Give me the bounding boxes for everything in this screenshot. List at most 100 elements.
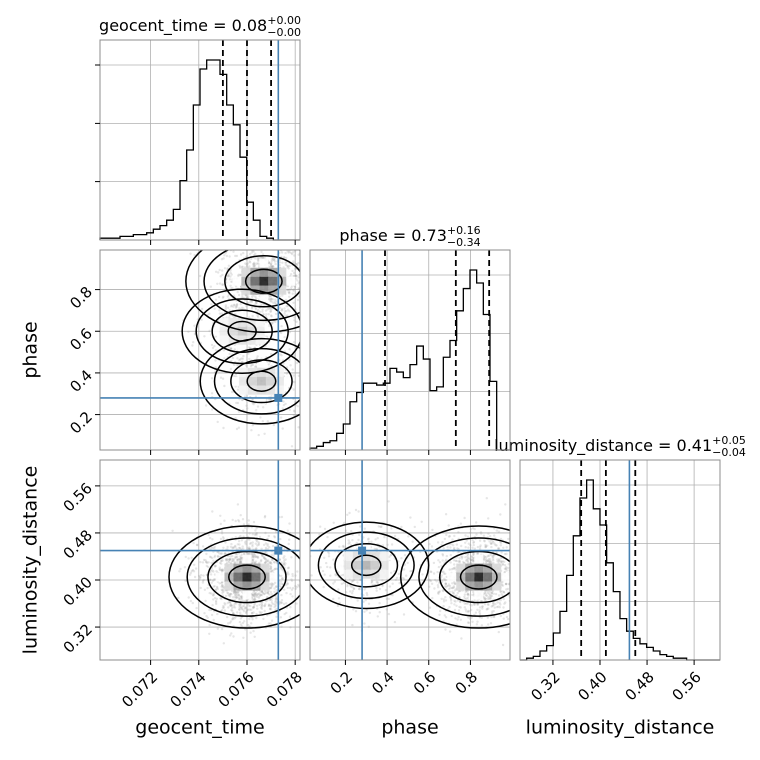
scatter-point [460,555,463,558]
scatter-point [301,285,303,287]
scatter-point [214,349,218,352]
scatter-point [515,586,517,588]
scatter-point [445,558,448,561]
scatter-point [497,546,500,550]
density-cell [483,563,493,573]
scatter-point [235,553,239,556]
scatter-point [479,544,482,547]
scatter-point [227,243,229,245]
scatter-point [247,295,250,298]
scatter-point [240,547,243,550]
scatter-point [211,538,214,541]
scatter-point [395,576,399,580]
y-tick-label: 0.8 [66,283,96,313]
scatter-point [444,616,448,619]
scatter-point [237,519,240,522]
scatter-point [219,597,222,600]
scatter-point [235,304,238,308]
scatter-point [224,304,228,307]
scatter-point [239,611,242,614]
scatter-point [502,617,505,620]
scatter-point [280,593,283,597]
scatter-point [283,336,286,339]
scatter-point [502,597,505,601]
density-cell [286,276,296,286]
scatter-point [464,608,467,611]
scatter-point [262,406,265,409]
scatter-point [472,553,475,557]
scatter-point [251,533,254,536]
scatter-point [254,295,257,299]
scatter-point [204,599,207,603]
scatter-point [260,250,263,254]
scatter-point [388,585,392,588]
scatter-point [193,332,197,336]
scatter-point [274,302,278,305]
scatter-point [429,579,433,583]
scatter-point [403,554,407,557]
scatter-point [511,553,513,555]
scatter-point [280,582,284,586]
scatter-point [478,612,482,616]
xlabel-luminosity-distance: luminosity_distance [526,717,715,739]
scatter-point [472,543,475,547]
scatter-point [270,584,273,587]
scatter-point [293,254,296,257]
scatter-point [496,601,499,604]
scatter-point [303,248,305,250]
scatter-point [274,262,277,266]
scatter-point [444,582,447,585]
scatter-point [227,594,230,597]
scatter-point [272,569,275,572]
scatter-point [347,539,350,542]
scatter-point [333,580,336,583]
scatter-point [332,521,335,524]
scatter-point [463,606,466,609]
scatter-point [258,610,261,614]
scatter-point [272,583,275,586]
density-cell [265,385,275,395]
scatter-point [235,547,238,550]
scatter-point [358,587,361,591]
scatter-point [303,542,305,544]
scatter-point [450,543,453,546]
scatter-point [279,416,283,419]
scatter-point [523,551,525,553]
scatter-point [270,569,273,572]
scatter-point [476,603,480,606]
scatter-point [286,571,289,574]
scatter-point [487,595,490,599]
scatter-point [288,358,291,361]
scatter-point [245,263,248,266]
scatter-point [251,553,254,556]
density-cell [370,560,380,570]
scatter-point [256,314,259,317]
scatter-point [463,602,466,605]
scatter-point [259,590,262,593]
scatter-point [218,568,222,572]
scatter-point [282,556,285,560]
scatter-point [393,620,397,624]
scatter-point [516,595,518,597]
scatter-point [266,595,269,599]
scatter-point [226,545,229,549]
scatter-point [528,594,530,596]
contour-line [207,550,287,604]
scatter-point [229,275,232,278]
x-tick-label: 0.48 [621,668,657,704]
scatter-point [486,607,489,611]
scatter-point [218,247,220,249]
scatter-point [490,592,493,595]
scatter-point [208,555,212,558]
scatter-point [297,247,299,249]
scatter-point [270,315,273,318]
scatter-point [236,560,239,564]
scatter-point [251,618,254,621]
scatter-point [480,599,483,603]
y-tick-label: 0.56 [60,479,96,515]
scatter-point [221,584,224,587]
density-cell [474,590,484,600]
scatter-point [274,567,277,570]
scatter-point [224,557,228,561]
scatter-point [251,543,254,547]
